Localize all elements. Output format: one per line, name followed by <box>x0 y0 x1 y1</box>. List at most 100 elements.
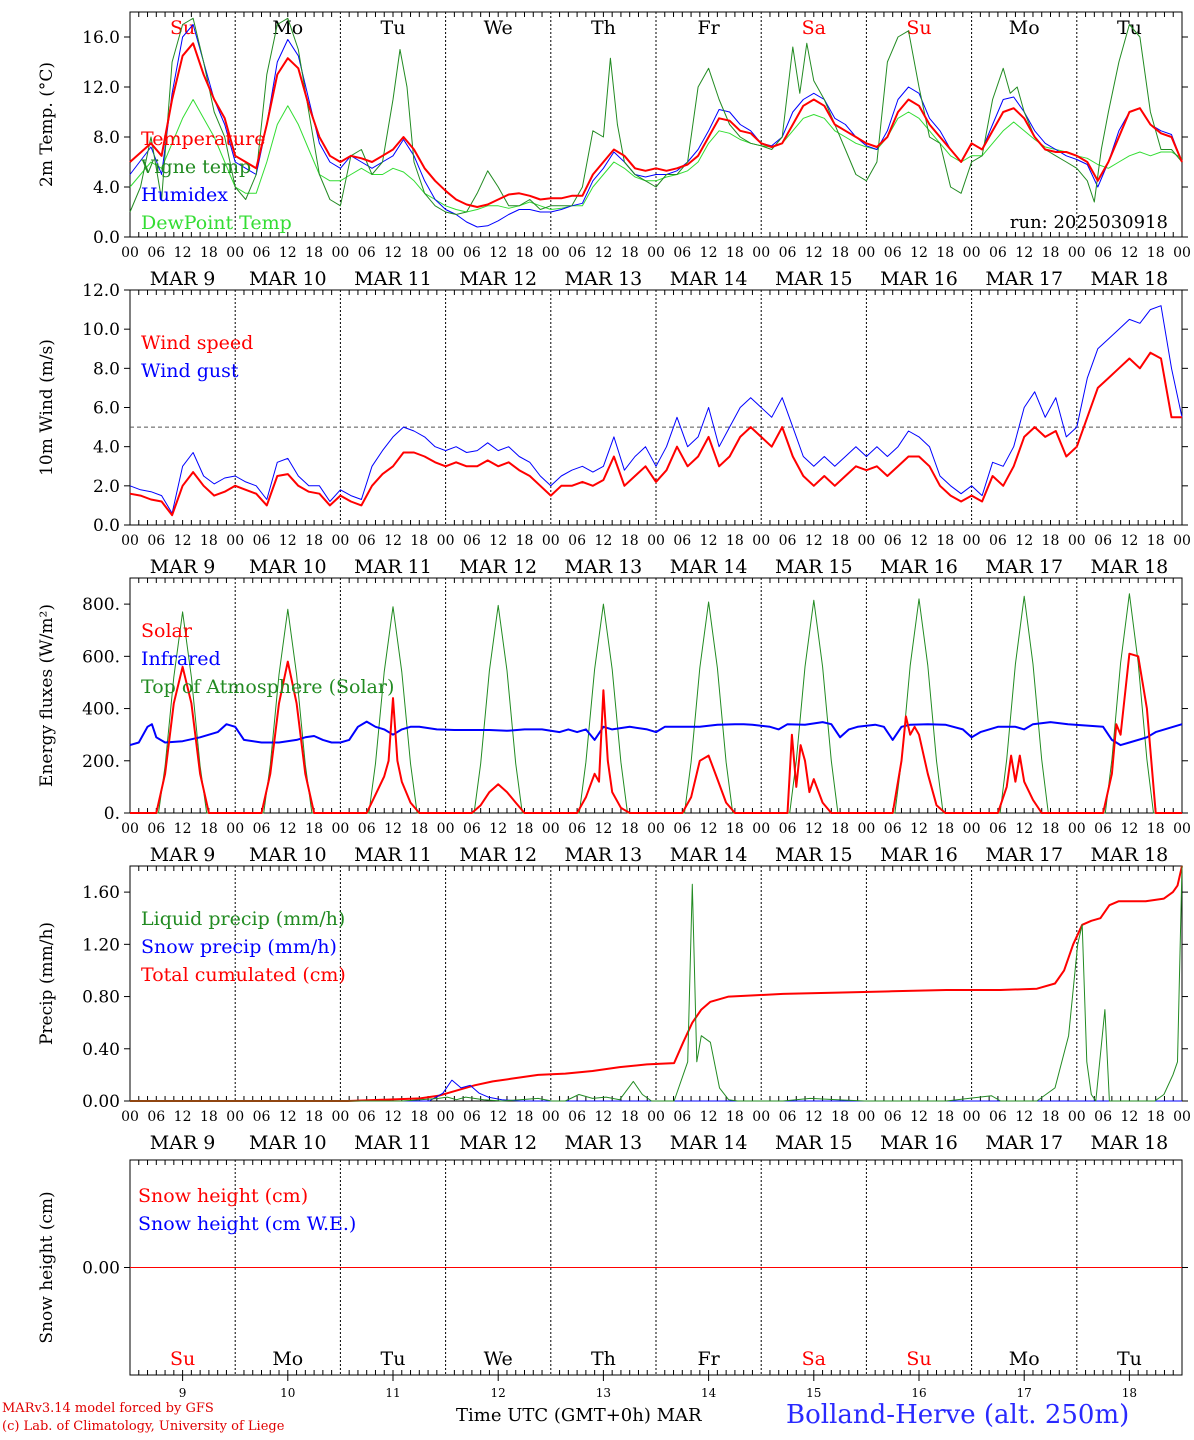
energy-hour-label: 00 <box>1068 821 1086 837</box>
lab-credit: (c) Lab. of Climatology, University of L… <box>2 1419 285 1434</box>
precip-date-label: MAR 16 <box>880 1132 958 1154</box>
wind-date-label: MAR 18 <box>1091 556 1169 578</box>
wind-hour-label: 12 <box>279 533 297 549</box>
energy-hour-label: 18 <box>936 821 954 837</box>
wind-date-label: MAR 12 <box>459 556 537 578</box>
precip-date-label: MAR 12 <box>459 1132 537 1154</box>
energy-date-label: MAR 18 <box>1091 844 1169 866</box>
wind-date-label: MAR 13 <box>565 556 643 578</box>
energy-legend-entry: Top of Atmosphere (Solar) <box>141 676 394 698</box>
temp-date-label: MAR 10 <box>249 268 327 290</box>
day-number-label: 12 <box>491 1386 506 1400</box>
energy-hour-label: 00 <box>1173 821 1191 837</box>
energy-ytick-label: 400. <box>82 700 120 720</box>
wind-hour-label: 18 <box>200 533 218 549</box>
energy-hour-label: 06 <box>989 821 1007 837</box>
energy-hour-label: 12 <box>279 821 297 837</box>
temp-hour-label: 00 <box>226 245 244 261</box>
dow-label: Sa <box>802 1348 826 1370</box>
temp-hour-label: 06 <box>568 245 586 261</box>
precip-hour-label: 18 <box>1147 1109 1165 1125</box>
precip-hour-label: 12 <box>700 1109 718 1125</box>
precip-date-label: MAR 15 <box>775 1132 853 1154</box>
precip-hour-label: 12 <box>489 1109 507 1125</box>
temp-hour-label: 18 <box>726 245 744 261</box>
energy-hour-label: 06 <box>884 821 902 837</box>
precip-hour-label: 00 <box>1068 1109 1086 1125</box>
temp-ytick-label: 16.0 <box>82 28 120 48</box>
energy-legend-entry: Infrared <box>141 648 221 670</box>
temp-date-label: MAR 18 <box>1091 268 1169 290</box>
energy-date-label: MAR 16 <box>880 844 958 866</box>
wind-date-label: MAR 17 <box>985 556 1063 578</box>
wind-hour-label: 00 <box>226 533 244 549</box>
energy-hour-label: 12 <box>174 821 192 837</box>
precip-hour-label: 18 <box>831 1109 849 1125</box>
precip-ytick-label: 0.80 <box>82 988 120 1008</box>
wind-hour-label: 12 <box>1015 533 1033 549</box>
dow-label: We <box>484 1348 513 1370</box>
energy-hour-label: 12 <box>489 821 507 837</box>
energy-hour-label: 18 <box>831 821 849 837</box>
energy-hour-label: 12 <box>1015 821 1033 837</box>
temp-legend-entry: Humidex <box>141 184 228 206</box>
wind-hour-label: 18 <box>1147 533 1165 549</box>
precip-hour-label: 06 <box>884 1109 902 1125</box>
day-number-label: 18 <box>1122 1386 1137 1400</box>
precip-hour-label: 18 <box>936 1109 954 1125</box>
precip-hour-label: 18 <box>516 1109 534 1125</box>
temp-hour-label: 18 <box>410 245 428 261</box>
energy-series-line <box>130 652 1182 814</box>
temp-hour-label: 06 <box>463 245 481 261</box>
wind-hour-label: 00 <box>121 533 139 549</box>
energy-hour-label: 06 <box>673 821 691 837</box>
wind-hour-label: 18 <box>936 533 954 549</box>
precip-hour-label: 18 <box>305 1109 323 1125</box>
temp-hour-label: 12 <box>805 245 823 261</box>
energy-hour-label: 12 <box>910 821 928 837</box>
wind-date-label: MAR 16 <box>880 556 958 578</box>
wind-hour-label: 06 <box>989 533 1007 549</box>
wind-ytick-label: 0.0 <box>93 516 120 536</box>
wind-hour-label: 06 <box>568 533 586 549</box>
wind-ytick-label: 6.0 <box>93 399 120 419</box>
precip-legend-entry: Snow precip (mm/h) <box>141 936 337 958</box>
precip-hour-label: 12 <box>1015 1109 1033 1125</box>
precip-hour-label: 12 <box>174 1109 192 1125</box>
wind-date-label: MAR 9 <box>150 556 216 578</box>
precip-hour-label: 06 <box>568 1109 586 1125</box>
temp-hour-label: 00 <box>647 245 665 261</box>
energy-ytick-label: 0. <box>104 804 120 824</box>
x-axis-month: MAR <box>656 1405 702 1426</box>
dow-label: Su <box>170 17 195 39</box>
wind-hour-label: 12 <box>489 533 507 549</box>
dow-label: Su <box>170 1348 195 1370</box>
precip-hour-label: 00 <box>437 1109 455 1125</box>
energy-date-label: MAR 12 <box>459 844 537 866</box>
energy-hour-label: 18 <box>516 821 534 837</box>
precip-hour-label: 06 <box>989 1109 1007 1125</box>
wind-legend-entry: Wind gust <box>141 360 239 382</box>
temp-hour-label: 00 <box>1173 245 1191 261</box>
dow-label: Su <box>906 17 931 39</box>
temp-hour-label: 06 <box>884 245 902 261</box>
temp-hour-label: 12 <box>910 245 928 261</box>
temp-hour-label: 06 <box>147 245 165 261</box>
wind-hour-label: 00 <box>752 533 770 549</box>
energy-hour-label: 12 <box>805 821 823 837</box>
temp-date-label: MAR 15 <box>775 268 853 290</box>
dow-label: Th <box>591 17 616 39</box>
temp-hour-label: 00 <box>437 245 455 261</box>
energy-date-label: MAR 17 <box>985 844 1063 866</box>
dow-label: Tu <box>381 1348 406 1370</box>
temp-hour-label: 12 <box>384 245 402 261</box>
energy-hour-label: 00 <box>226 821 244 837</box>
temp-hour-label: 00 <box>857 245 875 261</box>
precip-hour-label: 06 <box>779 1109 797 1125</box>
energy-hour-label: 06 <box>568 821 586 837</box>
wind-hour-label: 18 <box>831 533 849 549</box>
precip-hour-label: 06 <box>673 1109 691 1125</box>
precip-hour-label: 18 <box>1042 1109 1060 1125</box>
energy-legend-entry: Solar <box>141 620 193 642</box>
wind-hour-label: 00 <box>1068 533 1086 549</box>
